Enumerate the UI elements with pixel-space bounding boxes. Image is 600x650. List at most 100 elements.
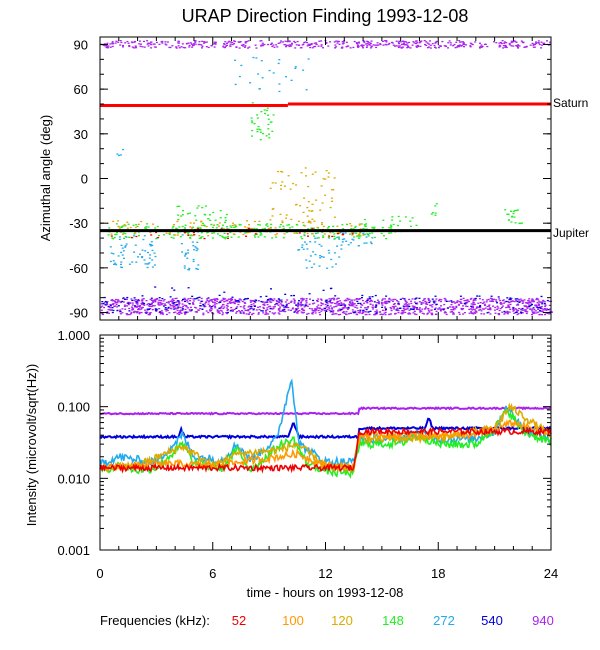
data-point (309, 221, 312, 223)
data-point (230, 301, 233, 304)
data-point (159, 302, 162, 304)
data-point (406, 44, 409, 46)
data-point (184, 227, 186, 229)
data-point (279, 223, 282, 226)
data-point (284, 40, 287, 42)
data-point (454, 302, 457, 304)
data-point (297, 310, 299, 312)
data-point (307, 201, 310, 203)
data-point (353, 236, 356, 238)
data-point (290, 300, 293, 302)
data-point (301, 312, 304, 314)
data-point (311, 312, 314, 314)
data-point (330, 287, 333, 289)
data-point (339, 232, 342, 234)
data-point (256, 114, 259, 116)
data-point (517, 303, 520, 305)
data-point (262, 312, 265, 314)
data-point (414, 298, 417, 300)
data-point (201, 40, 204, 42)
data-point (147, 226, 150, 228)
data-point (150, 47, 153, 49)
data-point (109, 46, 112, 48)
data-point (154, 299, 157, 301)
data-point (134, 305, 136, 307)
data-point (141, 256, 143, 259)
data-point (109, 305, 112, 307)
data-point (161, 312, 164, 314)
data-point (112, 253, 115, 255)
data-point (145, 312, 148, 314)
data-point (449, 311, 452, 313)
data-point (126, 227, 129, 229)
data-point (379, 43, 382, 46)
data-point (463, 43, 466, 46)
data-point (169, 46, 172, 49)
data-point (221, 235, 224, 237)
data-point (376, 42, 379, 44)
data-point (171, 301, 174, 303)
data-point (524, 305, 527, 307)
data-point (509, 303, 512, 306)
data-point (537, 42, 540, 44)
data-point (363, 224, 366, 226)
data-point (354, 306, 357, 308)
data-point (414, 306, 416, 308)
data-point (540, 310, 543, 313)
data-point (341, 41, 344, 43)
data-point (433, 302, 436, 304)
data-point (123, 237, 125, 239)
data-point (355, 304, 358, 307)
data-point (508, 301, 511, 304)
data-point (266, 301, 269, 303)
data-point (521, 222, 523, 224)
data-point (308, 260, 311, 262)
data-point (262, 307, 265, 310)
data-point (513, 216, 516, 218)
data-point (244, 45, 247, 47)
data-point (511, 216, 513, 218)
data-point (505, 300, 508, 303)
data-point (200, 44, 203, 46)
data-point (299, 205, 302, 207)
data-point (326, 308, 329, 310)
data-point (207, 311, 210, 314)
data-point (193, 249, 196, 251)
data-point (131, 307, 134, 309)
data-point (387, 43, 390, 46)
data-point (248, 231, 251, 233)
data-point (129, 302, 132, 304)
data-point (176, 205, 179, 208)
data-point (359, 235, 362, 237)
data-point (281, 181, 284, 183)
data-point (336, 236, 339, 238)
data-point (358, 224, 361, 226)
data-point (397, 224, 399, 227)
data-point (357, 41, 360, 43)
data-point (213, 301, 216, 303)
data-point (433, 44, 436, 47)
data-point (357, 302, 360, 305)
data-point (321, 202, 324, 204)
data-point (266, 223, 269, 225)
data-point (317, 237, 320, 239)
data-point (140, 220, 143, 223)
series-540-points (142, 286, 364, 308)
data-point (203, 224, 205, 226)
data-point (260, 310, 263, 312)
data-point (487, 311, 490, 313)
data-point (307, 312, 310, 315)
data-point (516, 45, 519, 47)
data-point (458, 313, 461, 315)
data-point (483, 308, 485, 310)
data-point (506, 306, 509, 308)
data-point (277, 309, 280, 311)
data-point (318, 40, 321, 42)
data-point (369, 310, 372, 312)
data-point (149, 245, 152, 247)
data-point (362, 234, 365, 236)
data-point (189, 306, 192, 308)
data-point (431, 298, 434, 300)
data-point (235, 312, 238, 314)
data-point (293, 294, 295, 297)
